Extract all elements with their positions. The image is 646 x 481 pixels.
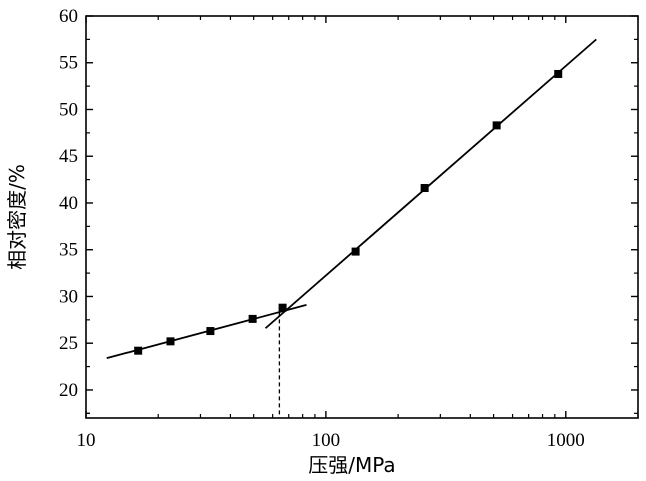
plot-frame	[85, 15, 639, 419]
data-point	[278, 303, 287, 312]
data-point	[248, 314, 257, 323]
y-tick-label: 60	[59, 6, 78, 27]
y-tick-label: 55	[59, 53, 78, 74]
data-point	[492, 121, 501, 130]
y-tick-label: 35	[59, 240, 78, 261]
y-tick-label: 20	[59, 380, 78, 401]
data-point	[206, 327, 215, 336]
y-tick-label: 50	[59, 99, 78, 120]
x-tick-label: 100	[312, 430, 341, 451]
y-tick-label: 25	[59, 333, 78, 354]
data-point	[554, 69, 563, 78]
y-axis-title: 相对密度/%	[5, 164, 29, 270]
y-tick-label: 40	[59, 193, 78, 214]
data-point	[166, 337, 175, 346]
fit-line-2	[264, 38, 597, 329]
data-point	[134, 346, 143, 355]
y-tick-label: 30	[59, 286, 78, 307]
y-tick-label: 45	[59, 146, 78, 167]
data-point	[420, 184, 429, 193]
x-axis-title: 压强/MPa	[308, 453, 395, 477]
data-point	[351, 247, 360, 256]
x-tick-label: 1000	[547, 430, 585, 451]
x-tick-label: 10	[77, 430, 96, 451]
